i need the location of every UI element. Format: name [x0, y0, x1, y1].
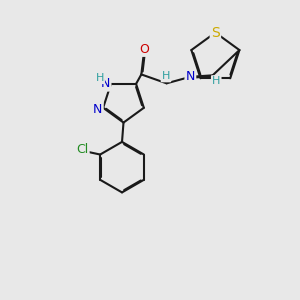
Text: H: H: [162, 71, 170, 81]
Text: N: N: [186, 70, 195, 83]
Text: S: S: [211, 26, 220, 40]
Text: H: H: [212, 76, 220, 86]
Text: Cl: Cl: [76, 143, 88, 156]
Text: H: H: [95, 73, 104, 83]
Text: O: O: [140, 43, 149, 56]
Text: N: N: [93, 103, 103, 116]
Text: N: N: [101, 77, 110, 90]
